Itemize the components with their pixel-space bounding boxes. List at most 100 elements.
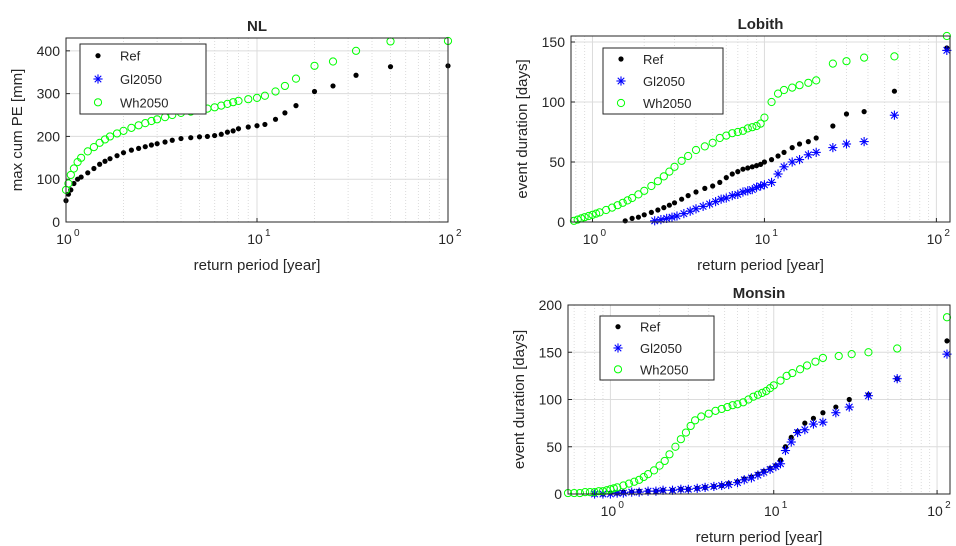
data-point-ref xyxy=(661,205,667,211)
data-point-wh2050 xyxy=(753,390,763,399)
data-point-wh2050 xyxy=(717,404,726,414)
data-point-gl2050 xyxy=(724,479,734,490)
data-point-ref xyxy=(107,156,113,162)
x-tick-exponent: 1 xyxy=(772,228,778,239)
data-point-ref xyxy=(85,170,91,176)
x-tick-exponent: 0 xyxy=(74,228,80,239)
data-point-ref xyxy=(761,159,768,165)
data-point-gl2050 xyxy=(739,475,749,485)
y-tick-label: 50 xyxy=(549,154,565,170)
data-point-ref xyxy=(717,179,723,185)
data-point-ref xyxy=(843,111,850,117)
data-point-wh2050 xyxy=(635,475,644,484)
x-axis-label: return period [year] xyxy=(696,529,823,546)
y-tick-label: 400 xyxy=(37,43,61,59)
legend-label-ref: Ref xyxy=(640,320,661,335)
data-point-wh2050 xyxy=(711,406,720,415)
data-point-wh2050 xyxy=(229,98,238,107)
y-axis-label: event duration [days] xyxy=(514,59,531,198)
data-point-ref xyxy=(693,189,699,195)
data-point-ref xyxy=(671,200,678,206)
y-tick-label: 100 xyxy=(539,392,563,408)
data-point-wh2050 xyxy=(665,450,674,459)
data-point-wh2050 xyxy=(818,353,828,363)
legend-label-gl2050: Gl2050 xyxy=(120,72,162,87)
data-point-ref xyxy=(245,124,251,130)
data-point-wh2050 xyxy=(619,481,628,490)
data-point-wh2050 xyxy=(767,97,776,107)
y-tick-label: 50 xyxy=(546,439,562,455)
data-point-ref xyxy=(685,193,691,199)
data-point-wh2050 xyxy=(613,201,622,210)
data-point-ref xyxy=(235,126,242,132)
legend-label-wh2050: Wh2050 xyxy=(643,96,691,111)
data-point-wh2050 xyxy=(834,351,843,361)
data-point-gl2050 xyxy=(692,483,702,493)
data-point-ref xyxy=(641,212,647,218)
data-point-wh2050 xyxy=(640,186,649,195)
data-point-wh2050 xyxy=(697,412,706,421)
data-point-wh2050 xyxy=(581,488,590,497)
data-point-wh2050 xyxy=(630,477,639,486)
x-tick-exponent: 2 xyxy=(944,228,950,239)
y-tick-label: 300 xyxy=(37,86,61,102)
data-point-wh2050 xyxy=(69,164,79,173)
data-point-ref xyxy=(648,209,654,215)
data-point-ref xyxy=(635,214,642,220)
data-point-ref xyxy=(102,158,108,164)
data-point-wh2050 xyxy=(628,193,637,203)
data-point-wh2050 xyxy=(291,74,301,83)
data-point-ref xyxy=(188,135,194,141)
data-point-ref xyxy=(218,131,224,137)
data-point-wh2050 xyxy=(676,435,685,444)
legend-marker-ref xyxy=(95,53,101,59)
x-tick-exponent: 0 xyxy=(618,500,624,511)
data-point-wh2050 xyxy=(828,59,837,68)
data-point-ref xyxy=(204,133,211,140)
data-point-wh2050 xyxy=(119,126,128,135)
data-point-ref xyxy=(142,144,148,150)
data-point-ref xyxy=(282,110,288,116)
data-point-gl2050 xyxy=(818,417,828,427)
data-point-ref xyxy=(758,161,764,167)
data-point-wh2050 xyxy=(723,402,732,412)
data-point-wh2050 xyxy=(847,350,856,359)
data-point-wh2050 xyxy=(647,181,656,191)
chart-title: Lobith xyxy=(738,16,784,33)
data-point-wh2050 xyxy=(624,479,634,488)
data-point-gl2050 xyxy=(698,201,708,211)
data-point-wh2050 xyxy=(653,177,662,186)
data-point-wh2050 xyxy=(634,190,643,199)
data-point-gl2050 xyxy=(786,437,796,447)
data-point-wh2050 xyxy=(756,119,765,128)
data-point-ref xyxy=(178,135,184,142)
data-point-wh2050 xyxy=(802,361,812,370)
data-point-ref xyxy=(813,135,819,141)
data-point-ref xyxy=(796,141,803,147)
x-tick-exponent: 2 xyxy=(945,500,951,511)
series-wh2050 xyxy=(563,313,952,498)
data-point-gl2050 xyxy=(775,459,786,469)
data-point-ref xyxy=(387,64,394,70)
data-point-ref xyxy=(293,103,299,109)
legend-label-ref: Ref xyxy=(120,49,141,64)
y-tick-label: 100 xyxy=(542,94,566,110)
x-axis-label: return period [year] xyxy=(697,257,824,274)
chart-title: Monsin xyxy=(733,285,786,302)
legend-marker-gl2050 xyxy=(616,76,626,86)
data-point-ref xyxy=(768,157,775,163)
data-point-ref xyxy=(622,218,628,224)
data-point-ref xyxy=(729,171,735,177)
data-point-ref xyxy=(254,123,260,129)
data-point-gl2050 xyxy=(780,445,791,456)
data-point-wh2050 xyxy=(708,138,717,147)
x-tick-label: 10 xyxy=(927,231,943,247)
data-point-ref xyxy=(710,183,716,189)
legend: Ref Gl2050 Wh2050 xyxy=(599,315,715,381)
data-point-gl2050 xyxy=(700,482,710,492)
data-point-wh2050 xyxy=(733,127,742,137)
legend-marker-gl2050 xyxy=(613,343,623,353)
data-point-wh2050 xyxy=(609,484,618,493)
data-point-wh2050 xyxy=(64,179,73,188)
